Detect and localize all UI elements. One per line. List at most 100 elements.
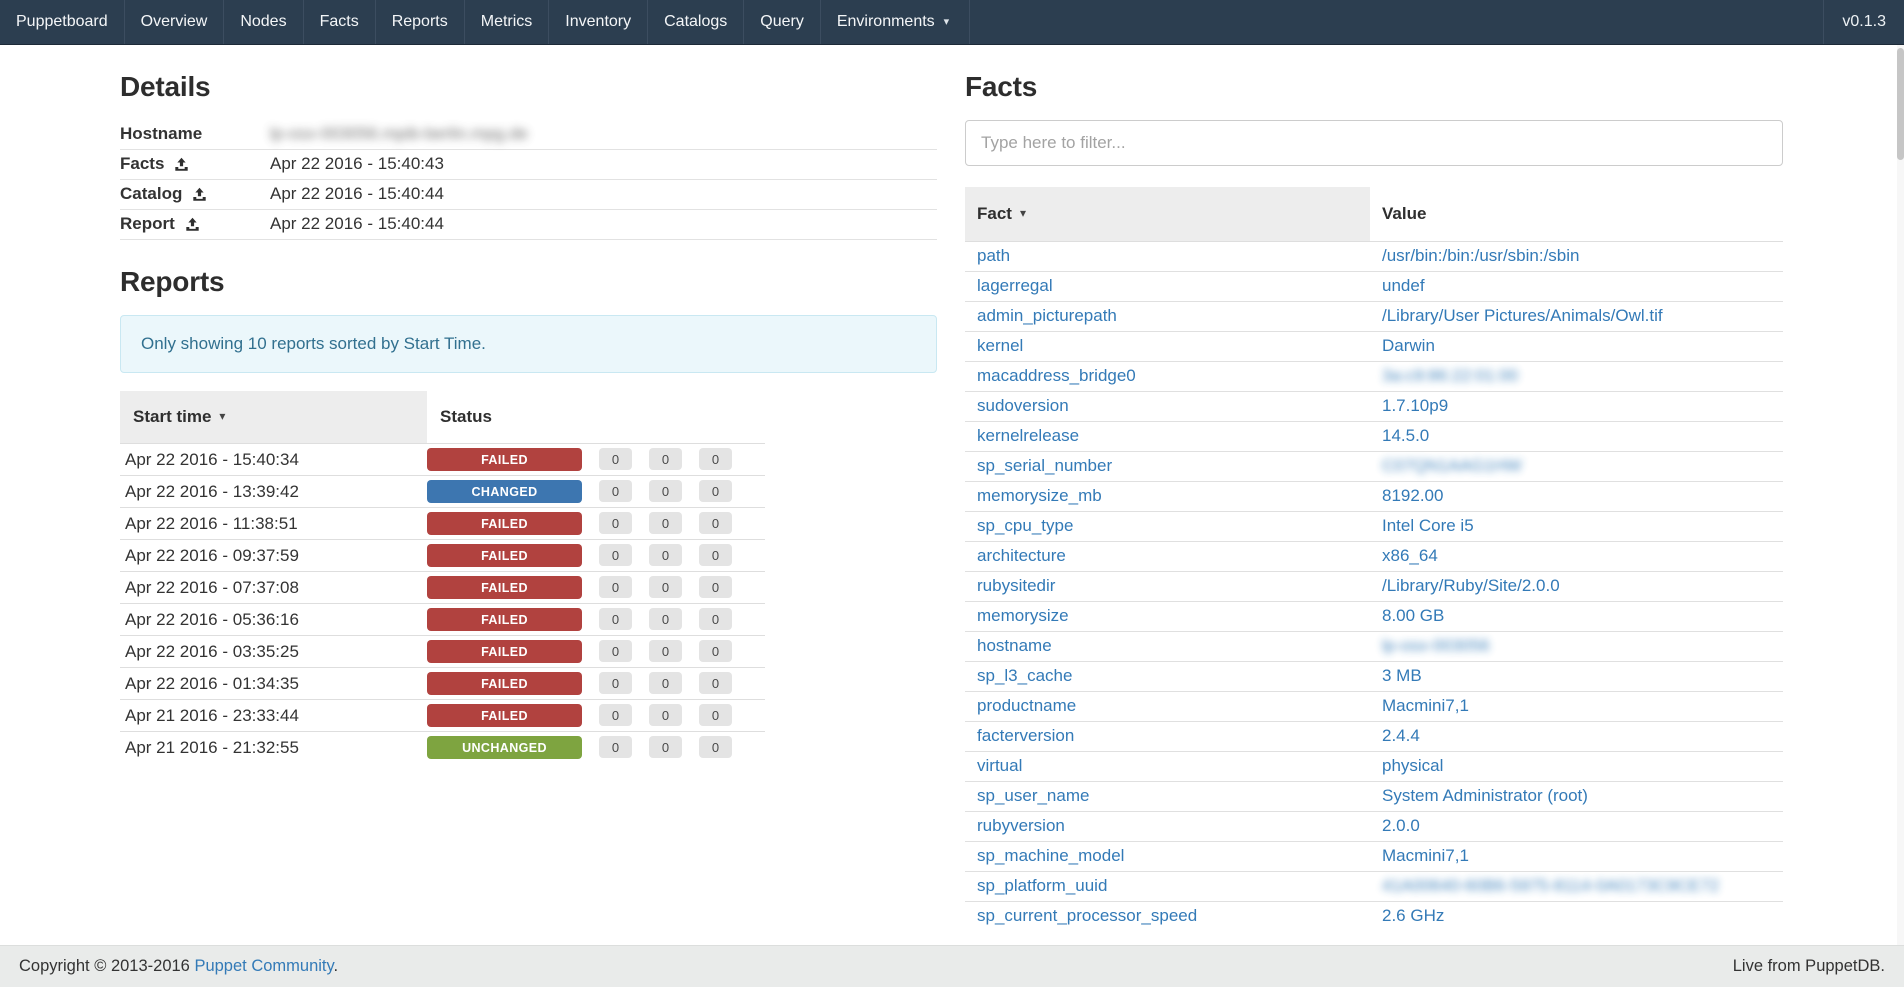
- fact-name-link[interactable]: productname: [977, 696, 1077, 715]
- nav-item-reports[interactable]: Reports: [376, 0, 465, 44]
- report-count-badge: 0: [699, 672, 732, 694]
- fact-name-link[interactable]: sudoversion: [977, 396, 1069, 415]
- fact-name-link[interactable]: memorysize: [977, 606, 1069, 625]
- fact-value-cell: 2.6 GHz: [1370, 901, 1783, 931]
- fact-name-cell: lagerregal: [965, 271, 1370, 302]
- fact-name-link[interactable]: sp_machine_model: [977, 846, 1125, 865]
- scrollbar[interactable]: [1897, 45, 1904, 945]
- nav-item-nodes[interactable]: Nodes: [224, 0, 304, 44]
- fact-name-link[interactable]: sp_user_name: [977, 786, 1090, 805]
- upload-icon[interactable]: [192, 187, 207, 202]
- fact-name-cell: sp_l3_cache: [965, 661, 1370, 692]
- fact-value-link[interactable]: lp-osx-003056: [1382, 636, 1490, 655]
- fact-name-cell: memorysize_mb: [965, 481, 1370, 512]
- nav-item-facts[interactable]: Facts: [304, 0, 376, 44]
- report-status-badge[interactable]: FAILED: [427, 576, 582, 599]
- facts-filter-input[interactable]: [965, 120, 1783, 166]
- scrollbar-thumb[interactable]: [1897, 48, 1904, 160]
- puppet-community-link[interactable]: Puppet Community: [194, 957, 334, 975]
- nav-item-overview[interactable]: Overview: [125, 0, 225, 44]
- fact-value-link[interactable]: 14.5.0: [1382, 426, 1430, 445]
- fact-name-link[interactable]: sp_current_processor_speed: [977, 906, 1198, 925]
- fact-value-link[interactable]: 3a:c9:86:22:01:00: [1382, 366, 1519, 385]
- report-start-time: Apr 21 2016 - 23:33:44: [120, 699, 427, 732]
- report-status-badge[interactable]: FAILED: [427, 672, 582, 695]
- navbar-brand[interactable]: Puppetboard: [0, 0, 125, 44]
- report-status-badge[interactable]: FAILED: [427, 704, 582, 727]
- fact-value-link[interactable]: Intel Core i5: [1382, 516, 1474, 535]
- fact-name-link[interactable]: kernelrelease: [977, 426, 1080, 445]
- fact-name-cell: rubysitedir: [965, 571, 1370, 602]
- report-status-badge[interactable]: FAILED: [427, 640, 582, 663]
- report-status-badge[interactable]: CHANGED: [427, 480, 582, 503]
- details-row: Hostname lp-osx-003056.mpib-berlin.mpg.de: [120, 120, 937, 150]
- fact-name-cell: sudoversion: [965, 391, 1370, 422]
- column-header-status[interactable]: Status: [427, 391, 765, 444]
- fact-value-link[interactable]: /Library/Ruby/Site/2.0.0: [1382, 576, 1560, 595]
- column-header-value[interactable]: Value: [1370, 187, 1783, 242]
- details-value: lp-osx-003056.mpib-berlin.mpg.de: [270, 124, 528, 143]
- fact-value-link[interactable]: physical: [1382, 756, 1444, 775]
- report-status-cell: FAILED 0 0 0: [427, 635, 765, 668]
- fact-name-link[interactable]: sp_platform_uuid: [977, 876, 1108, 895]
- fact-value-link[interactable]: 2.4.4: [1382, 726, 1420, 745]
- fact-value-link[interactable]: 3 MB: [1382, 666, 1422, 685]
- nav-item-query[interactable]: Query: [744, 0, 821, 44]
- details-label: Hostname: [120, 124, 270, 144]
- fact-value-link[interactable]: 8.00 GB: [1382, 606, 1445, 625]
- report-row: Apr 21 2016 - 23:33:44 FAILED 0 0 0: [120, 699, 765, 732]
- report-status-badge[interactable]: FAILED: [427, 512, 582, 535]
- fact-name-link[interactable]: hostname: [977, 636, 1052, 655]
- details-label-text: Report: [120, 214, 175, 233]
- fact-value-link[interactable]: 2.6 GHz: [1382, 906, 1445, 925]
- fact-value-link[interactable]: 8192.00: [1382, 486, 1444, 505]
- fact-name-link[interactable]: kernel: [977, 336, 1024, 355]
- report-status-badge[interactable]: FAILED: [427, 448, 582, 471]
- fact-value-link[interactable]: C07QN1AAG1HW: [1382, 456, 1522, 475]
- fact-value-link[interactable]: undef: [1382, 276, 1425, 295]
- fact-value-cell: 3 MB: [1370, 661, 1783, 692]
- details-row: Catalog Apr 22 2016 - 15:40:44: [120, 180, 937, 210]
- fact-value-link[interactable]: 2.0.0: [1382, 816, 1420, 835]
- fact-name-link[interactable]: facterversion: [977, 726, 1075, 745]
- fact-name-link[interactable]: admin_picturepath: [977, 306, 1117, 325]
- fact-value-link[interactable]: x86_64: [1382, 546, 1438, 565]
- report-status-badge[interactable]: FAILED: [427, 544, 582, 567]
- fact-value-link[interactable]: System Administrator (root): [1382, 786, 1588, 805]
- fact-name-link[interactable]: sp_cpu_type: [977, 516, 1074, 535]
- fact-name-link[interactable]: virtual: [977, 756, 1023, 775]
- fact-value-link[interactable]: /Library/User Pictures/Animals/Owl.tif: [1382, 306, 1663, 325]
- report-status-badge[interactable]: UNCHANGED: [427, 736, 582, 759]
- fact-value-link[interactable]: 1.7.10p9: [1382, 396, 1449, 415]
- details-label-text: Hostname: [120, 124, 203, 143]
- report-count-badge: 0: [649, 704, 682, 726]
- nav-item-catalogs[interactable]: Catalogs: [648, 0, 745, 44]
- fact-name-link[interactable]: lagerregal: [977, 276, 1053, 295]
- fact-name-link[interactable]: rubysitedir: [977, 576, 1056, 595]
- fact-name-link[interactable]: sp_l3_cache: [977, 666, 1073, 685]
- nav-item-inventory[interactable]: Inventory: [549, 0, 649, 44]
- fact-name-link[interactable]: path: [977, 246, 1011, 265]
- nav-item-metrics[interactable]: Metrics: [465, 0, 550, 44]
- fact-value-link[interactable]: Macmini7,1: [1382, 696, 1469, 715]
- report-start-time: Apr 22 2016 - 11:38:51: [120, 507, 427, 540]
- fact-value-link[interactable]: /usr/bin:/bin:/usr/sbin:/sbin: [1382, 246, 1580, 265]
- fact-value-link[interactable]: Macmini7,1: [1382, 846, 1469, 865]
- upload-icon[interactable]: [185, 217, 200, 232]
- report-row: Apr 22 2016 - 09:37:59 FAILED 0 0 0: [120, 539, 765, 572]
- fact-name-link[interactable]: macaddress_bridge0: [977, 366, 1136, 385]
- fact-name-link[interactable]: architecture: [977, 546, 1066, 565]
- column-header-fact[interactable]: Fact ▾: [965, 187, 1370, 242]
- fact-name-link[interactable]: sp_serial_number: [977, 456, 1113, 475]
- fact-name-cell: sp_cpu_type: [965, 511, 1370, 542]
- nav-item-environments[interactable]: Environments ▾: [821, 0, 971, 44]
- fact-name-link[interactable]: memorysize_mb: [977, 486, 1102, 505]
- column-header-start-time[interactable]: Start time ▾: [120, 391, 427, 444]
- fact-name-link[interactable]: rubyversion: [977, 816, 1065, 835]
- upload-icon[interactable]: [174, 157, 189, 172]
- report-start-time: Apr 22 2016 - 13:39:42: [120, 475, 427, 508]
- fact-value-cell: 8192.00: [1370, 481, 1783, 512]
- fact-value-link[interactable]: Darwin: [1382, 336, 1435, 355]
- fact-value-link[interactable]: 41A00640-60B6-5975-8114-0A0173C9CE72: [1382, 876, 1720, 895]
- report-status-badge[interactable]: FAILED: [427, 608, 582, 631]
